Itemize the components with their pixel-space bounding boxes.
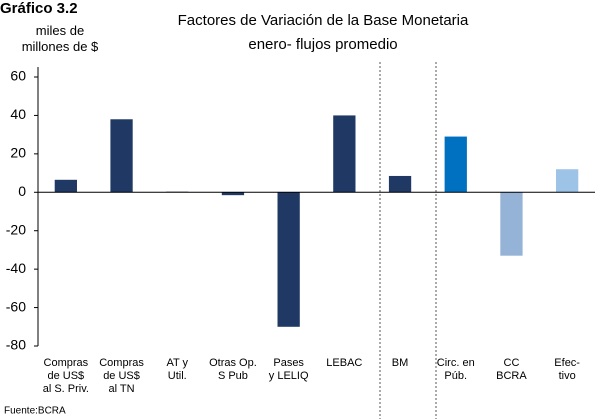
y-tick-label: -80	[6, 337, 26, 353]
chart-subtitle: enero- flujos promedio	[248, 36, 397, 53]
x-tick-label: AT y Util.	[166, 357, 188, 382]
source: Fuente:BCRA	[4, 406, 66, 417]
y-tick-label: 40	[10, 106, 26, 122]
x-tick-label: Compras de US$ al TN	[99, 357, 144, 395]
bar	[388, 175, 412, 193]
y-tick-label: -60	[6, 298, 26, 314]
bar	[221, 192, 245, 196]
y-tick-label: -20	[6, 221, 26, 237]
bar	[500, 192, 523, 256]
x-tick-label: LEBAC	[326, 357, 362, 369]
x-tick-label: Otras Op. S Pub	[209, 357, 257, 382]
y-tick-label: 60	[10, 68, 26, 84]
bar	[556, 169, 579, 193]
figure-label: Gráfico 3.2	[0, 0, 78, 17]
bar	[444, 136, 467, 193]
x-tick-label: Pases y LELIQ	[269, 357, 309, 382]
x-tick-label: CC BCRA	[496, 357, 527, 382]
bar	[110, 119, 133, 193]
chart-title: Factores de Variación de la Base Monetar…	[178, 12, 469, 29]
x-tick-label: Efec-tivo	[554, 357, 580, 382]
x-tick-label: Circ. en Púb.	[437, 357, 475, 382]
y-tick-label: 0	[18, 183, 26, 199]
y-tick-label: 20	[10, 145, 26, 161]
x-tick-label: BM	[392, 357, 409, 369]
bar	[333, 115, 356, 193]
bar	[277, 192, 300, 327]
y-tick-label: -40	[6, 260, 26, 276]
x-tick-label: Compras de US$ al S. Priv.	[43, 357, 89, 395]
bar	[54, 179, 77, 193]
y-axis-label: miles de millones de $	[22, 23, 99, 54]
